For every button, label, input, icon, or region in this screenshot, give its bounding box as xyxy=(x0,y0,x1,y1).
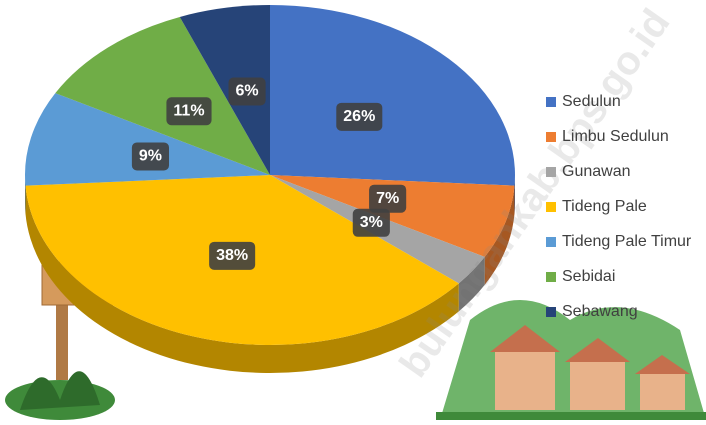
legend-label: Sedulun xyxy=(562,93,621,110)
data-label-box xyxy=(336,102,383,131)
data-label: 11% xyxy=(173,102,204,119)
data-label-box xyxy=(352,208,390,237)
legend-label: Limbu Sedulun xyxy=(562,128,669,145)
data-label-box xyxy=(369,184,407,213)
legend-swatch xyxy=(546,272,556,282)
legend-swatch xyxy=(546,97,556,107)
data-label: 9% xyxy=(139,148,162,165)
legend-swatch xyxy=(546,307,556,317)
data-label-box xyxy=(131,142,170,171)
slice xyxy=(270,175,515,257)
legend-label: Gunawan xyxy=(562,163,631,180)
slice-side xyxy=(25,185,459,373)
slice xyxy=(55,16,270,175)
slice xyxy=(179,5,270,175)
data-label: 3% xyxy=(360,214,383,231)
data-label-box xyxy=(228,77,266,106)
slice-side xyxy=(484,185,515,285)
legend-label: Tideng Pale xyxy=(562,198,647,215)
slice xyxy=(270,5,515,186)
data-label-box xyxy=(166,97,212,126)
slice-side xyxy=(458,256,485,312)
legend-label: Sebawang xyxy=(562,303,638,320)
legend-label: Sebidai xyxy=(562,268,615,285)
data-label: 7% xyxy=(376,190,399,207)
legend-swatch xyxy=(546,132,556,142)
data-label: 6% xyxy=(235,83,258,100)
data-label: 38% xyxy=(216,247,248,264)
legend-swatch xyxy=(546,237,556,247)
legend-label: Tideng Pale Timur xyxy=(562,233,692,250)
legend: Sedulun Limbu Sedulun Gunawan Tideng Pale Ti… xyxy=(546,93,692,320)
data-label-box xyxy=(209,241,256,270)
data-label: 26% xyxy=(343,108,375,125)
labels: 26% 7% 3% 38% 9% 11% 6% xyxy=(131,77,407,270)
legend-swatch xyxy=(546,202,556,212)
slice xyxy=(24,93,270,186)
legend-swatch xyxy=(546,167,556,177)
